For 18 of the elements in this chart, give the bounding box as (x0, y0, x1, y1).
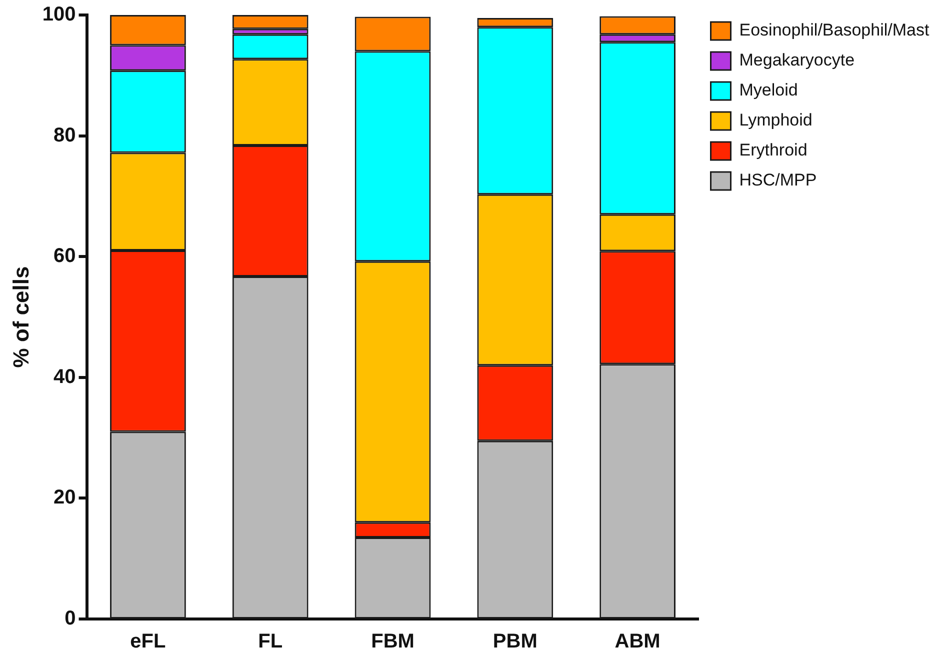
legend-label: Myeloid (739, 80, 798, 100)
legend-label: HSC/MPP (739, 170, 817, 190)
legend-label: Erythroid (739, 140, 808, 160)
x-tick-label: ABM (614, 630, 660, 653)
x-tick-label: FL (258, 630, 283, 653)
y-tick-label: 20 (54, 486, 76, 509)
legend-label: Lymphoid (739, 110, 812, 130)
y-tick-label: 0 (64, 608, 76, 630)
x-tick-label: FBM (371, 630, 414, 653)
x-tick-label: eFL (130, 630, 166, 653)
y-axis-title: % of cells (8, 266, 34, 368)
y-tick-label: 60 (54, 245, 76, 268)
legend-label: Megakaryocyte (739, 50, 855, 70)
x-tick-label: PBM (492, 630, 538, 653)
legend-label: Eosinophil/Basophil/Mast (739, 20, 930, 40)
y-tick-label: 80 (54, 124, 76, 146)
y-tick-label: 100 (42, 4, 76, 26)
y-tick-label: 40 (54, 366, 76, 388)
